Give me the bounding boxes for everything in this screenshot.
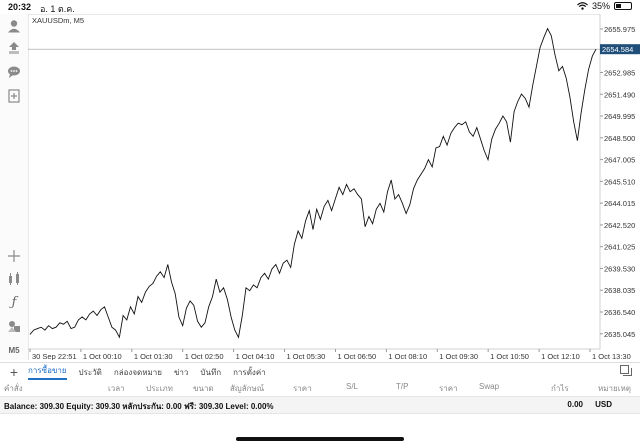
symbol-label: XAUUSDm, M5 xyxy=(32,16,84,25)
new-document-icon[interactable] xyxy=(4,86,24,106)
status-right: 35% xyxy=(577,1,632,11)
price-tick-label: 2635.045 xyxy=(604,330,635,339)
col-swap: Swap xyxy=(479,382,500,391)
tab-journal[interactable]: บันทึก xyxy=(200,367,222,377)
price-tick-label: 2652.985 xyxy=(604,68,635,77)
col-time: เวลา xyxy=(108,384,125,393)
time-tick-label: 30 Sep 22:51 xyxy=(32,352,77,360)
status-date: อ. 1 ต.ค. xyxy=(40,4,75,14)
status-bar: 20:32 อ. 1 ต.ค. 35% xyxy=(0,0,640,14)
price-tick-label: 2639.530 xyxy=(604,264,635,273)
col-price: ราคา xyxy=(293,384,312,393)
timeframe-label[interactable]: M5 xyxy=(8,345,20,355)
left-toolbar: ƒ M5 xyxy=(0,14,29,360)
price-tick-label: 2642.520 xyxy=(604,221,635,230)
objects-icon[interactable] xyxy=(4,316,24,336)
price-series-line xyxy=(29,27,597,339)
status-time: 20:32 xyxy=(8,2,32,12)
account-currency: USD xyxy=(595,400,612,409)
price-axis: 2655.975 2652.985 2651.490 2649.995 2648.500… xyxy=(600,25,635,339)
time-tick-label: 1 Oct 02:50 xyxy=(185,352,224,360)
current-price-label: 2654.584 xyxy=(602,45,633,54)
current-price-box xyxy=(600,44,640,55)
col-volume: ขนาด xyxy=(193,384,214,393)
crosshair-icon[interactable] xyxy=(4,246,24,266)
battery-percent: 35% xyxy=(591,1,610,11)
time-tick-label: 1 Oct 08:10 xyxy=(388,352,427,360)
time-axis: 30 Sep 22:51 1 Oct 00:10 1 Oct 01:30 1 Oct … xyxy=(29,349,631,360)
price-tick-label: 2647.005 xyxy=(604,156,635,165)
time-tick-label: 1 Oct 00:10 xyxy=(83,352,122,360)
col-price-current: ราคา xyxy=(439,384,458,393)
price-tick-label: 2641.025 xyxy=(604,243,635,252)
indicators-icon[interactable] xyxy=(4,269,24,289)
bottom-tab-bar: + การซื้อขาย ประวัติ กล่องจดหมาย ข่าว บั… xyxy=(0,362,640,381)
price-tick-label: 2649.995 xyxy=(604,112,635,121)
tab-news[interactable]: ข่าว xyxy=(173,367,189,377)
add-icon[interactable]: + xyxy=(9,364,19,380)
time-tick-label: 1 Oct 01:30 xyxy=(134,352,173,360)
tab-mailbox[interactable]: กล่องจดหมาย xyxy=(113,367,162,377)
time-tick-label: 1 Oct 10:50 xyxy=(490,352,529,360)
plot-frame xyxy=(28,14,601,350)
wifi-icon xyxy=(577,2,588,10)
trade-arrows-icon[interactable] xyxy=(4,38,24,58)
chart-svg[interactable]: XAUUSDm, M5 2655.975 2652.985 2651.490 2649… xyxy=(28,14,640,360)
orders-column-headers: คำสั่ง เวลา ประเภท ขนาด สัญลักษณ์ ราคา S… xyxy=(0,380,640,394)
col-sl: S/L xyxy=(346,382,359,391)
account-icon[interactable] xyxy=(4,16,24,36)
tab-settings[interactable]: การตั้งค่า xyxy=(233,367,266,377)
panel-expand-icon[interactable] xyxy=(620,365,632,376)
total-profit: 0.00 xyxy=(567,400,583,409)
tab-history[interactable]: ประวัติ xyxy=(78,367,102,377)
time-tick-label: 1 Oct 06:50 xyxy=(337,352,376,360)
price-tick-label: 2655.975 xyxy=(604,25,635,34)
col-comment: หมายเหตุ xyxy=(598,384,631,393)
time-tick-label: 1 Oct 04:10 xyxy=(236,352,275,360)
time-tick-label: 1 Oct 13:30 xyxy=(592,352,631,360)
price-tick-label: 2651.490 xyxy=(604,90,635,99)
price-tick-label: 2648.500 xyxy=(604,134,635,143)
battery-icon xyxy=(614,2,632,10)
tab-trade[interactable]: การซื้อขาย xyxy=(28,364,67,380)
function-icon[interactable]: ƒ xyxy=(11,294,17,310)
price-tick-label: 2636.540 xyxy=(604,308,635,317)
time-tick-label: 1 Oct 12:10 xyxy=(541,352,580,360)
account-summary: Balance: 309.30 Equity: 309.30 หลักประกั… xyxy=(4,402,274,411)
time-tick-label: 1 Oct 05:30 xyxy=(287,352,326,360)
col-symbol: สัญลักษณ์ xyxy=(230,384,265,393)
price-tick-label: 2644.015 xyxy=(604,199,635,208)
time-tick-label: 1 Oct 09:30 xyxy=(439,352,478,360)
col-tp: T/P xyxy=(396,382,409,391)
account-summary-row: Balance: 309.30 Equity: 309.30 หลักประกั… xyxy=(0,396,640,414)
col-order: คำสั่ง xyxy=(4,384,23,393)
home-indicator xyxy=(236,437,404,441)
price-tick-label: 2638.035 xyxy=(604,286,635,295)
col-type: ประเภท xyxy=(146,384,173,393)
price-chart[interactable]: XAUUSDm, M5 2655.975 2652.985 2651.490 2649… xyxy=(28,14,640,360)
col-profit: กำไร xyxy=(551,384,569,393)
price-tick-label: 2645.510 xyxy=(604,177,635,186)
chat-icon[interactable] xyxy=(4,62,24,82)
